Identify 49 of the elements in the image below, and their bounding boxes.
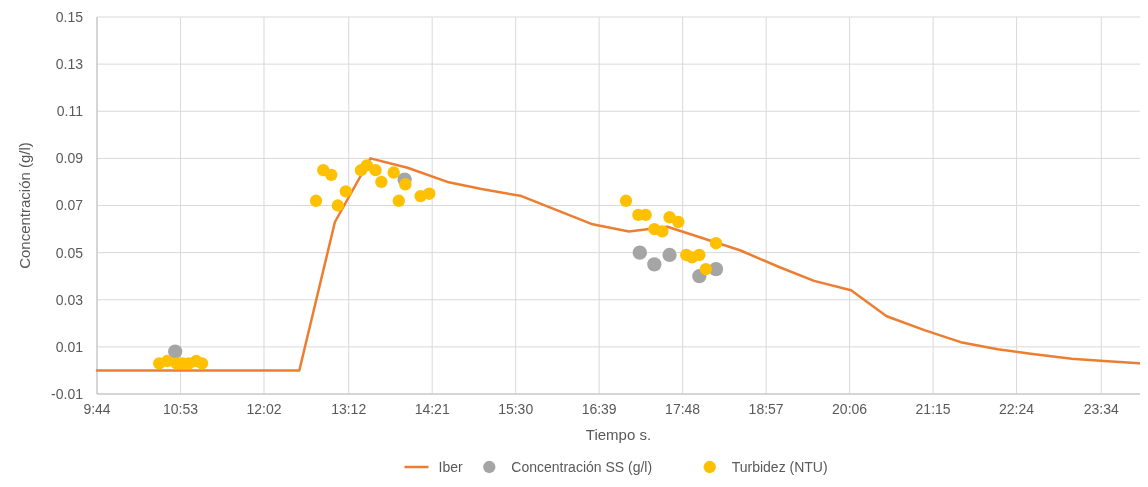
point <box>672 215 685 229</box>
point <box>325 168 338 182</box>
x-axis-title: Tiempo s. <box>585 426 652 443</box>
x-tick-label: 12:02 <box>246 401 282 417</box>
y-axis-title: Concentración (g/l) <box>16 142 33 269</box>
y-tick-label: -0.01 <box>51 385 84 402</box>
point <box>709 237 723 250</box>
point <box>309 194 323 207</box>
point <box>647 257 662 272</box>
point <box>632 245 647 260</box>
point <box>392 194 405 207</box>
point <box>168 344 183 359</box>
point <box>399 178 412 191</box>
point <box>375 175 388 189</box>
x-tick-label: 13:12 <box>331 401 367 417</box>
point <box>387 166 400 179</box>
x-tick-label: 9:44 <box>83 401 111 417</box>
point <box>369 163 382 177</box>
point <box>195 357 209 370</box>
point <box>699 262 713 276</box>
point <box>619 194 633 207</box>
x-tick-label: 14:21 <box>414 401 450 417</box>
legend-label: Iber <box>438 459 463 475</box>
x-tick-label: 17:48 <box>665 401 701 417</box>
x-tick-label: 23:34 <box>1083 401 1120 417</box>
y-tick-label: 0.07 <box>55 197 84 214</box>
point <box>693 248 706 262</box>
x-tick-label: 18:57 <box>748 401 784 417</box>
x-tick-label: 15:30 <box>498 401 534 417</box>
y-tick-label: 0.09 <box>55 150 84 167</box>
point <box>331 199 344 212</box>
legend-label: Turbidez (NTU) <box>731 459 828 475</box>
y-tick-label: 0.15 <box>55 8 84 25</box>
x-tick-label: 21:15 <box>915 401 951 417</box>
y-tick-label: 0.05 <box>55 244 84 261</box>
x-tick-label: 20:06 <box>832 401 868 417</box>
y-tick-label: 0.13 <box>55 56 84 73</box>
legend-label: Concentración SS (g/l) <box>511 459 653 475</box>
y-tick-label: 0.03 <box>55 291 84 308</box>
line-series <box>95 157 1140 372</box>
point <box>423 187 436 200</box>
y-tick-label: 0.11 <box>56 103 84 120</box>
point <box>339 185 352 198</box>
point <box>662 247 677 263</box>
point <box>656 225 669 238</box>
x-tick-label: 16:39 <box>581 401 617 417</box>
x-tick-label: 22:24 <box>999 401 1035 417</box>
y-tick-label: 0.01 <box>55 338 84 355</box>
x-tick-label: 10:53 <box>162 401 199 417</box>
